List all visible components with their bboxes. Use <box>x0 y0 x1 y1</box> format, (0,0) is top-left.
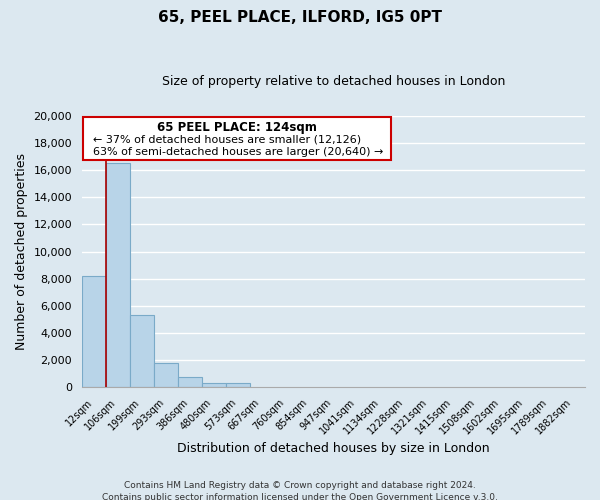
Bar <box>202 384 226 388</box>
X-axis label: Distribution of detached houses by size in London: Distribution of detached houses by size … <box>177 442 490 455</box>
FancyBboxPatch shape <box>83 117 391 160</box>
Title: Size of property relative to detached houses in London: Size of property relative to detached ho… <box>162 75 505 88</box>
Bar <box>130 316 154 388</box>
Text: ← 37% of detached houses are smaller (12,126): ← 37% of detached houses are smaller (12… <box>93 134 361 144</box>
Bar <box>226 384 250 388</box>
Bar <box>178 376 202 388</box>
Bar <box>82 276 106 388</box>
Text: 63% of semi-detached houses are larger (20,640) →: 63% of semi-detached houses are larger (… <box>93 147 383 157</box>
Text: 65, PEEL PLACE, ILFORD, IG5 0PT: 65, PEEL PLACE, ILFORD, IG5 0PT <box>158 10 442 25</box>
Text: Contains public sector information licensed under the Open Government Licence v.: Contains public sector information licen… <box>102 494 498 500</box>
Text: 65 PEEL PLACE: 124sqm: 65 PEEL PLACE: 124sqm <box>157 121 317 134</box>
Text: Contains HM Land Registry data © Crown copyright and database right 2024.: Contains HM Land Registry data © Crown c… <box>124 481 476 490</box>
Y-axis label: Number of detached properties: Number of detached properties <box>15 153 28 350</box>
Bar <box>154 363 178 388</box>
Bar <box>106 163 130 388</box>
